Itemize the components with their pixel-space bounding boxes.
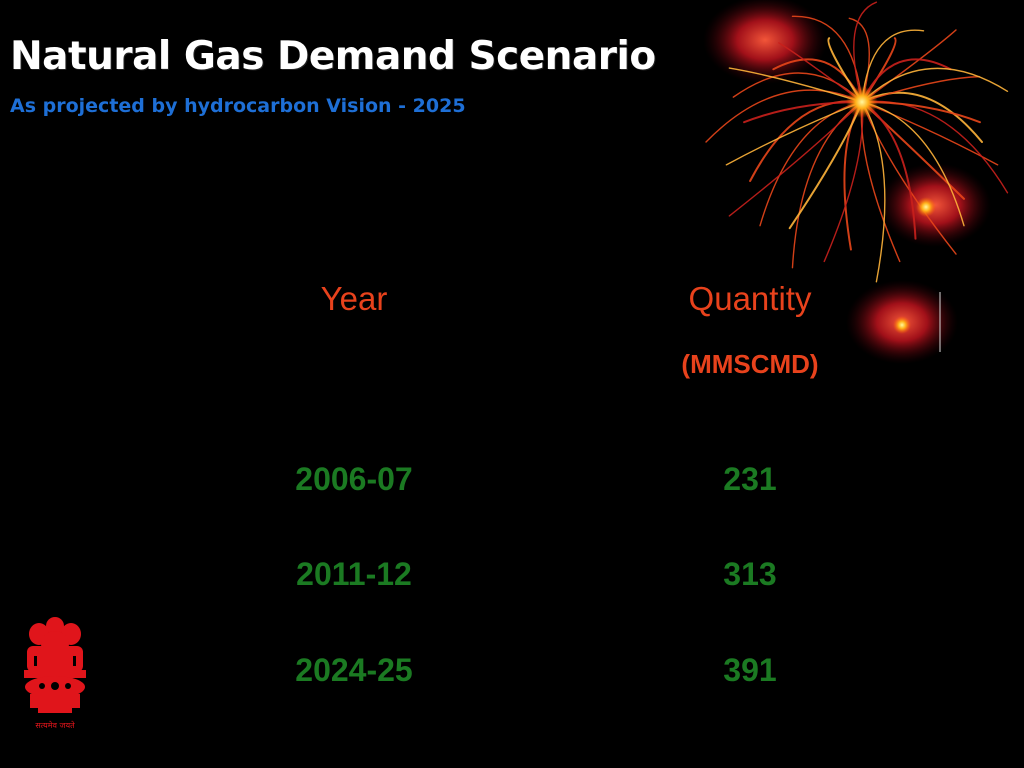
fireworks-graphic — [703, 0, 1009, 364]
emblem-caption: सत्यमेव जयते — [35, 720, 75, 730]
slide-subtitle: As projected by hydrocarbon Vision - 202… — [10, 95, 466, 117]
year-column-header: Year — [320, 280, 388, 317]
quantity-unit-label: (MMSCMD) — [681, 349, 819, 379]
slide-title: Natural Gas Demand Scenario — [10, 34, 656, 79]
national-emblem-icon: सत्यमेव जयते — [24, 617, 86, 730]
table-row-year: 2006-07 — [295, 461, 413, 497]
table-row-year: 2011-12 — [296, 556, 412, 592]
quantity-column-header: Quantity — [688, 280, 812, 317]
table-row-quantity: 231 — [723, 461, 777, 497]
table-row-quantity: 313 — [723, 556, 777, 592]
table-row-year: 2024-25 — [295, 652, 413, 688]
table-row-quantity: 391 — [723, 652, 777, 688]
